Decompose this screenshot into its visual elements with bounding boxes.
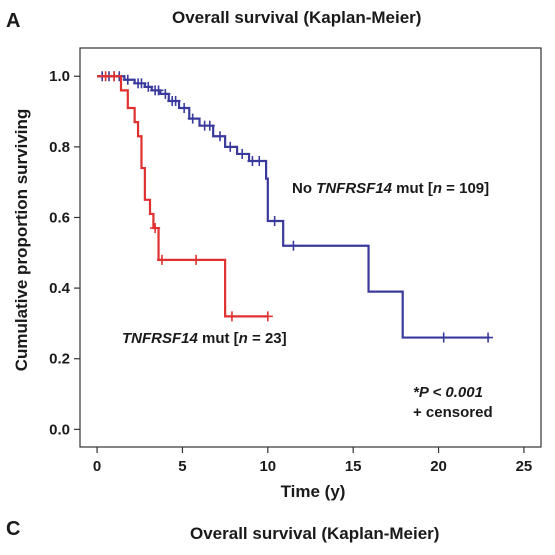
y-tick-label: 0.4 — [49, 280, 71, 297]
censor-mark — [225, 141, 236, 152]
panel-letter-a: A — [6, 10, 21, 32]
censor-mark — [237, 148, 248, 159]
censor-mark — [254, 155, 265, 166]
censor-mark — [153, 85, 164, 96]
censor-mark — [122, 74, 133, 85]
censor-mark — [204, 120, 215, 131]
chart-title: Overall survival (Kaplan-Meier) — [172, 8, 422, 27]
censor-mark — [109, 71, 120, 82]
censor-mark — [269, 216, 280, 227]
y-tick-label: 0.2 — [49, 351, 70, 368]
censor-mark — [288, 240, 299, 251]
x-tick-label: 10 — [259, 458, 276, 475]
x-tick-label: 0 — [93, 458, 101, 475]
x-tick-label: 5 — [178, 458, 186, 475]
censor-mark — [215, 131, 226, 142]
km-survival-plot: 0 5 10 15 20 25 0.0 0.2 0.4 0.6 0.8 1.0 Time (y) Cu… — [12, 47, 542, 501]
x-axis-label: Time (y) — [281, 482, 346, 501]
censor-mark — [156, 254, 167, 265]
y-tick-label: 1.0 — [49, 68, 70, 85]
panel-c-title: Overall survival (Kaplan-Meier) — [190, 524, 440, 543]
y-axis-label: Cumulative proportion surviving — [12, 109, 31, 372]
plot-axes: 0 5 10 15 20 25 0.0 0.2 0.4 0.6 0.8 1.0 — [49, 47, 542, 475]
x-tick-label: 20 — [430, 458, 447, 475]
censored-legend: + censored — [413, 404, 493, 421]
censor-mark — [136, 78, 147, 89]
survival-curve-series-1 — [97, 75, 268, 318]
survival-curve-series-0 — [97, 75, 490, 339]
censor-mark — [179, 103, 190, 114]
censor-mark — [170, 95, 181, 106]
series-label-no-mut: No TNFRSF14 mut [n = 109] — [292, 180, 489, 197]
censor-mark — [143, 81, 154, 92]
p-value-annotation: *P < 0.001 — [413, 384, 483, 401]
panel-letter-c: C — [6, 518, 21, 540]
censor-mark — [483, 332, 494, 343]
censor-mark — [100, 71, 111, 82]
y-tick-label: 0.6 — [49, 209, 70, 226]
y-tick-label: 0.0 — [49, 421, 70, 438]
censor-mark — [226, 311, 237, 322]
plot-frame — [79, 47, 542, 448]
censor-mark — [187, 113, 198, 124]
censor-mark — [150, 223, 161, 234]
x-tick-label: 15 — [345, 458, 362, 475]
series-layer — [97, 71, 494, 343]
y-tick-label: 0.8 — [49, 139, 70, 156]
censor-mark — [262, 311, 273, 322]
censor-mark — [191, 254, 202, 265]
x-tick-label: 25 — [516, 458, 533, 475]
censor-mark — [438, 332, 449, 343]
series-label-mut: TNFRSF14 mut [n = 23] — [122, 330, 287, 347]
censor-mark — [160, 88, 171, 99]
